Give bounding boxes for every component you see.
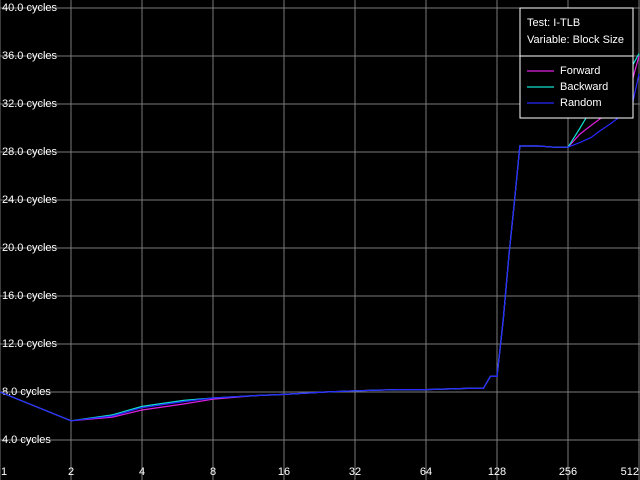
- legend-label: Forward: [560, 65, 600, 77]
- y-tick-label: 40.0 cycles: [2, 2, 58, 14]
- x-tick-label: 8: [210, 466, 216, 478]
- x-tick-label: 16: [278, 466, 290, 478]
- y-tick-label: 36.0 cycles: [2, 50, 58, 62]
- y-tick-label: 24.0 cycles: [2, 194, 58, 206]
- legend: Test: I-TLB Variable: Block Size Forward…: [519, 7, 634, 119]
- x-tick-label: 2: [68, 466, 74, 478]
- y-tick-label: 12.0 cycles: [2, 338, 58, 350]
- y-tick-label: 4.0 cycles: [2, 434, 51, 446]
- x-tick-label: 512: [621, 466, 639, 478]
- legend-box: [519, 7, 634, 119]
- x-tick-label: 1: [1, 466, 7, 478]
- y-tick-label: 16.0 cycles: [2, 290, 58, 302]
- x-tick-label: 64: [420, 466, 432, 478]
- x-tick-label: 128: [488, 466, 506, 478]
- legend-annotation: Test: I-TLB: [527, 17, 580, 29]
- x-tick-label: 4: [139, 466, 145, 478]
- series-line: [0, 73, 640, 422]
- y-tick-label: 8.0 cycles: [2, 386, 51, 398]
- y-tick-label: 28.0 cycles: [2, 146, 58, 158]
- y-tick-label: 20.0 cycles: [2, 242, 58, 254]
- legend-label: Random: [560, 97, 602, 109]
- y-tick-label: 32.0 cycles: [2, 98, 58, 110]
- x-tick-label: 256: [559, 466, 577, 478]
- legend-annotation: Variable: Block Size: [527, 34, 624, 46]
- x-tick-label: 32: [349, 466, 361, 478]
- legend-label: Backward: [560, 81, 608, 93]
